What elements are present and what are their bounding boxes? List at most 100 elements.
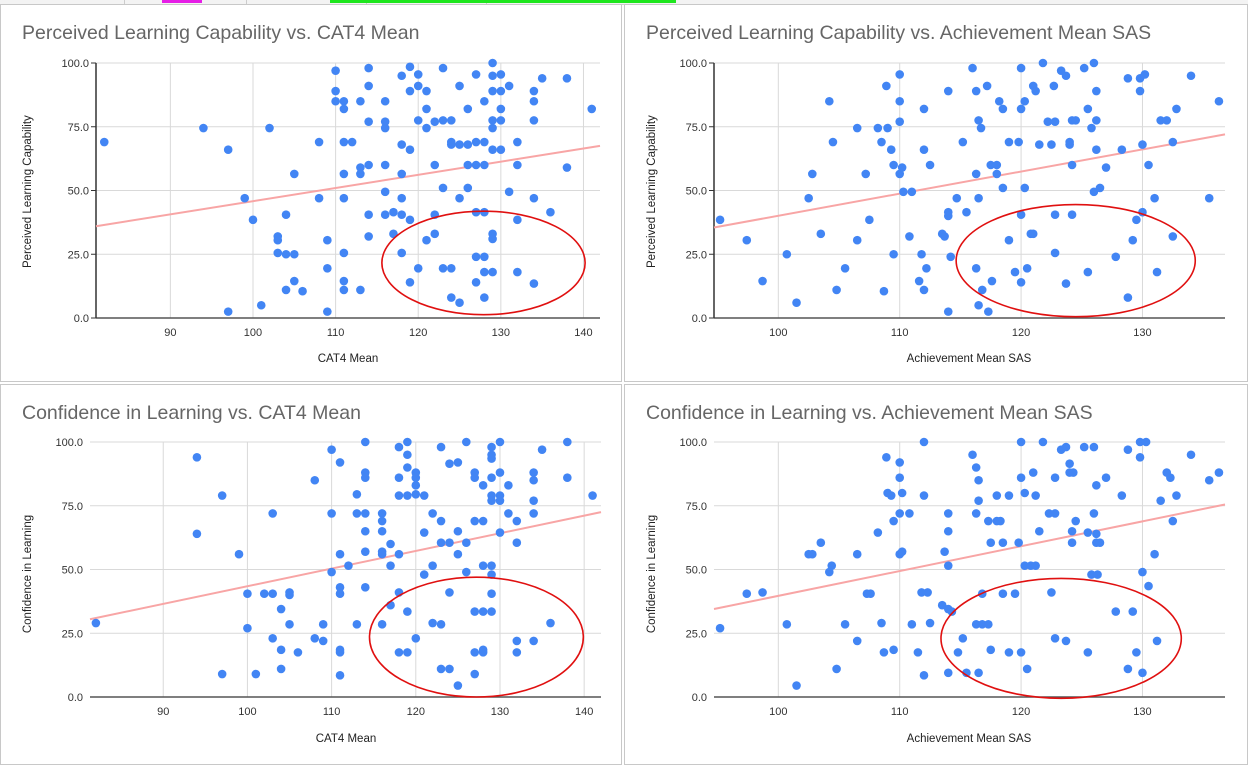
data-point <box>886 145 896 154</box>
x-tick-label: 110 <box>891 327 909 339</box>
data-point <box>199 123 208 133</box>
data-point <box>405 145 415 154</box>
data-point <box>1138 567 1147 577</box>
data-point <box>268 634 277 643</box>
data-point <box>588 491 597 500</box>
data-point <box>335 671 345 680</box>
chart-confidence-vs-sas[interactable]: 0.0 25.0 50.0 75.0 100.0 100 110 120 130 Achievem… <box>624 384 1248 765</box>
data-point <box>940 547 949 556</box>
data-point <box>463 160 473 170</box>
data-point <box>1044 509 1054 518</box>
data-point <box>976 123 986 133</box>
data-point <box>318 620 328 629</box>
data-point <box>419 570 429 579</box>
data-point <box>377 620 387 629</box>
data-point <box>413 263 423 273</box>
scatter-plot: 0.0 25.0 50.0 75.0 100.0 90 100 110 120 130 140 <box>61 58 601 339</box>
data-point <box>984 620 993 629</box>
data-point <box>1214 468 1224 477</box>
data-point <box>411 634 421 643</box>
y-tick-label: 0.0 <box>74 313 89 325</box>
data-point <box>436 516 446 526</box>
data-point <box>1050 509 1060 518</box>
chart-confidence-vs-cat4[interactable]: 0.0 25.0 50.0 75.0 100.0 90 100 110 120 130 140 CAT… <box>0 384 622 765</box>
data-point <box>259 589 269 599</box>
data-point <box>1101 473 1111 482</box>
data-point <box>487 442 496 452</box>
data-point <box>529 475 538 485</box>
x-tick-label: 120 <box>1012 327 1030 339</box>
data-point <box>446 140 456 149</box>
data-point <box>446 293 456 302</box>
data-point <box>394 549 404 559</box>
chart-perceived-vs-sas[interactable]: 0.0 25.0 50.0 75.0 100.0 100 110 120 130 Achievem… <box>624 4 1248 382</box>
data-point <box>1150 549 1159 559</box>
data-point <box>943 509 953 518</box>
data-point <box>446 116 456 125</box>
data-point <box>529 468 538 477</box>
data-point <box>962 207 971 217</box>
data-point <box>866 589 875 599</box>
scatter-plot: 0.0 25.0 50.0 75.0 100.0 100 110 120 130 <box>679 437 1226 718</box>
data-point <box>356 96 365 106</box>
data-point <box>1014 538 1023 548</box>
data-point <box>192 453 202 462</box>
chart-title: Confidence in Learning vs. Achievement M… <box>646 402 1093 424</box>
data-point <box>922 263 931 273</box>
data-point <box>992 491 1002 500</box>
data-point <box>1166 473 1175 482</box>
data-point <box>1031 561 1040 570</box>
data-point <box>1079 442 1089 452</box>
data-point <box>289 249 299 259</box>
data-point <box>1004 491 1014 500</box>
data-point <box>1128 235 1138 245</box>
data-point <box>364 117 373 126</box>
data-point <box>377 526 387 536</box>
data-point <box>403 437 412 447</box>
data-point <box>828 137 838 147</box>
data-point <box>1047 140 1056 149</box>
data-point <box>977 285 987 295</box>
data-point <box>223 307 233 316</box>
data-point <box>895 458 905 467</box>
data-point <box>1101 163 1111 172</box>
data-point <box>758 276 767 286</box>
chart-perceived-vs-cat4[interactable]: 0.0 25.0 50.0 75.0 100.0 90 100 110 120 130 140 CAT… <box>0 4 622 382</box>
data-point <box>1034 140 1044 149</box>
data-point <box>364 81 373 91</box>
data-point <box>1092 529 1101 539</box>
data-point <box>318 636 328 646</box>
data-point <box>1172 104 1181 114</box>
data-point <box>380 117 390 126</box>
data-point <box>816 538 826 548</box>
data-point <box>1050 473 1060 482</box>
data-point <box>996 516 1005 526</box>
data-point <box>715 215 725 225</box>
data-point <box>495 468 505 477</box>
data-point <box>422 123 431 133</box>
data-point <box>480 252 489 262</box>
data-point <box>529 96 539 106</box>
data-point <box>1065 140 1074 149</box>
data-point <box>335 583 345 592</box>
data-point <box>273 235 283 245</box>
data-point <box>925 618 935 628</box>
data-point <box>403 607 412 616</box>
y-tick-label: 75.0 <box>62 501 83 513</box>
data-point <box>380 96 390 106</box>
data-point <box>339 169 349 179</box>
data-point <box>438 263 448 273</box>
data-point <box>1172 491 1181 500</box>
data-point <box>873 123 883 133</box>
data-point <box>480 160 489 170</box>
data-point <box>335 458 345 467</box>
data-point <box>1092 86 1101 96</box>
data-point <box>389 207 398 217</box>
data-point <box>470 669 480 679</box>
annotation-ellipse <box>955 203 1197 318</box>
data-point <box>1047 588 1056 597</box>
data-point <box>360 437 370 447</box>
data-point <box>463 104 473 114</box>
data-point <box>380 123 390 133</box>
data-point <box>1093 570 1102 579</box>
